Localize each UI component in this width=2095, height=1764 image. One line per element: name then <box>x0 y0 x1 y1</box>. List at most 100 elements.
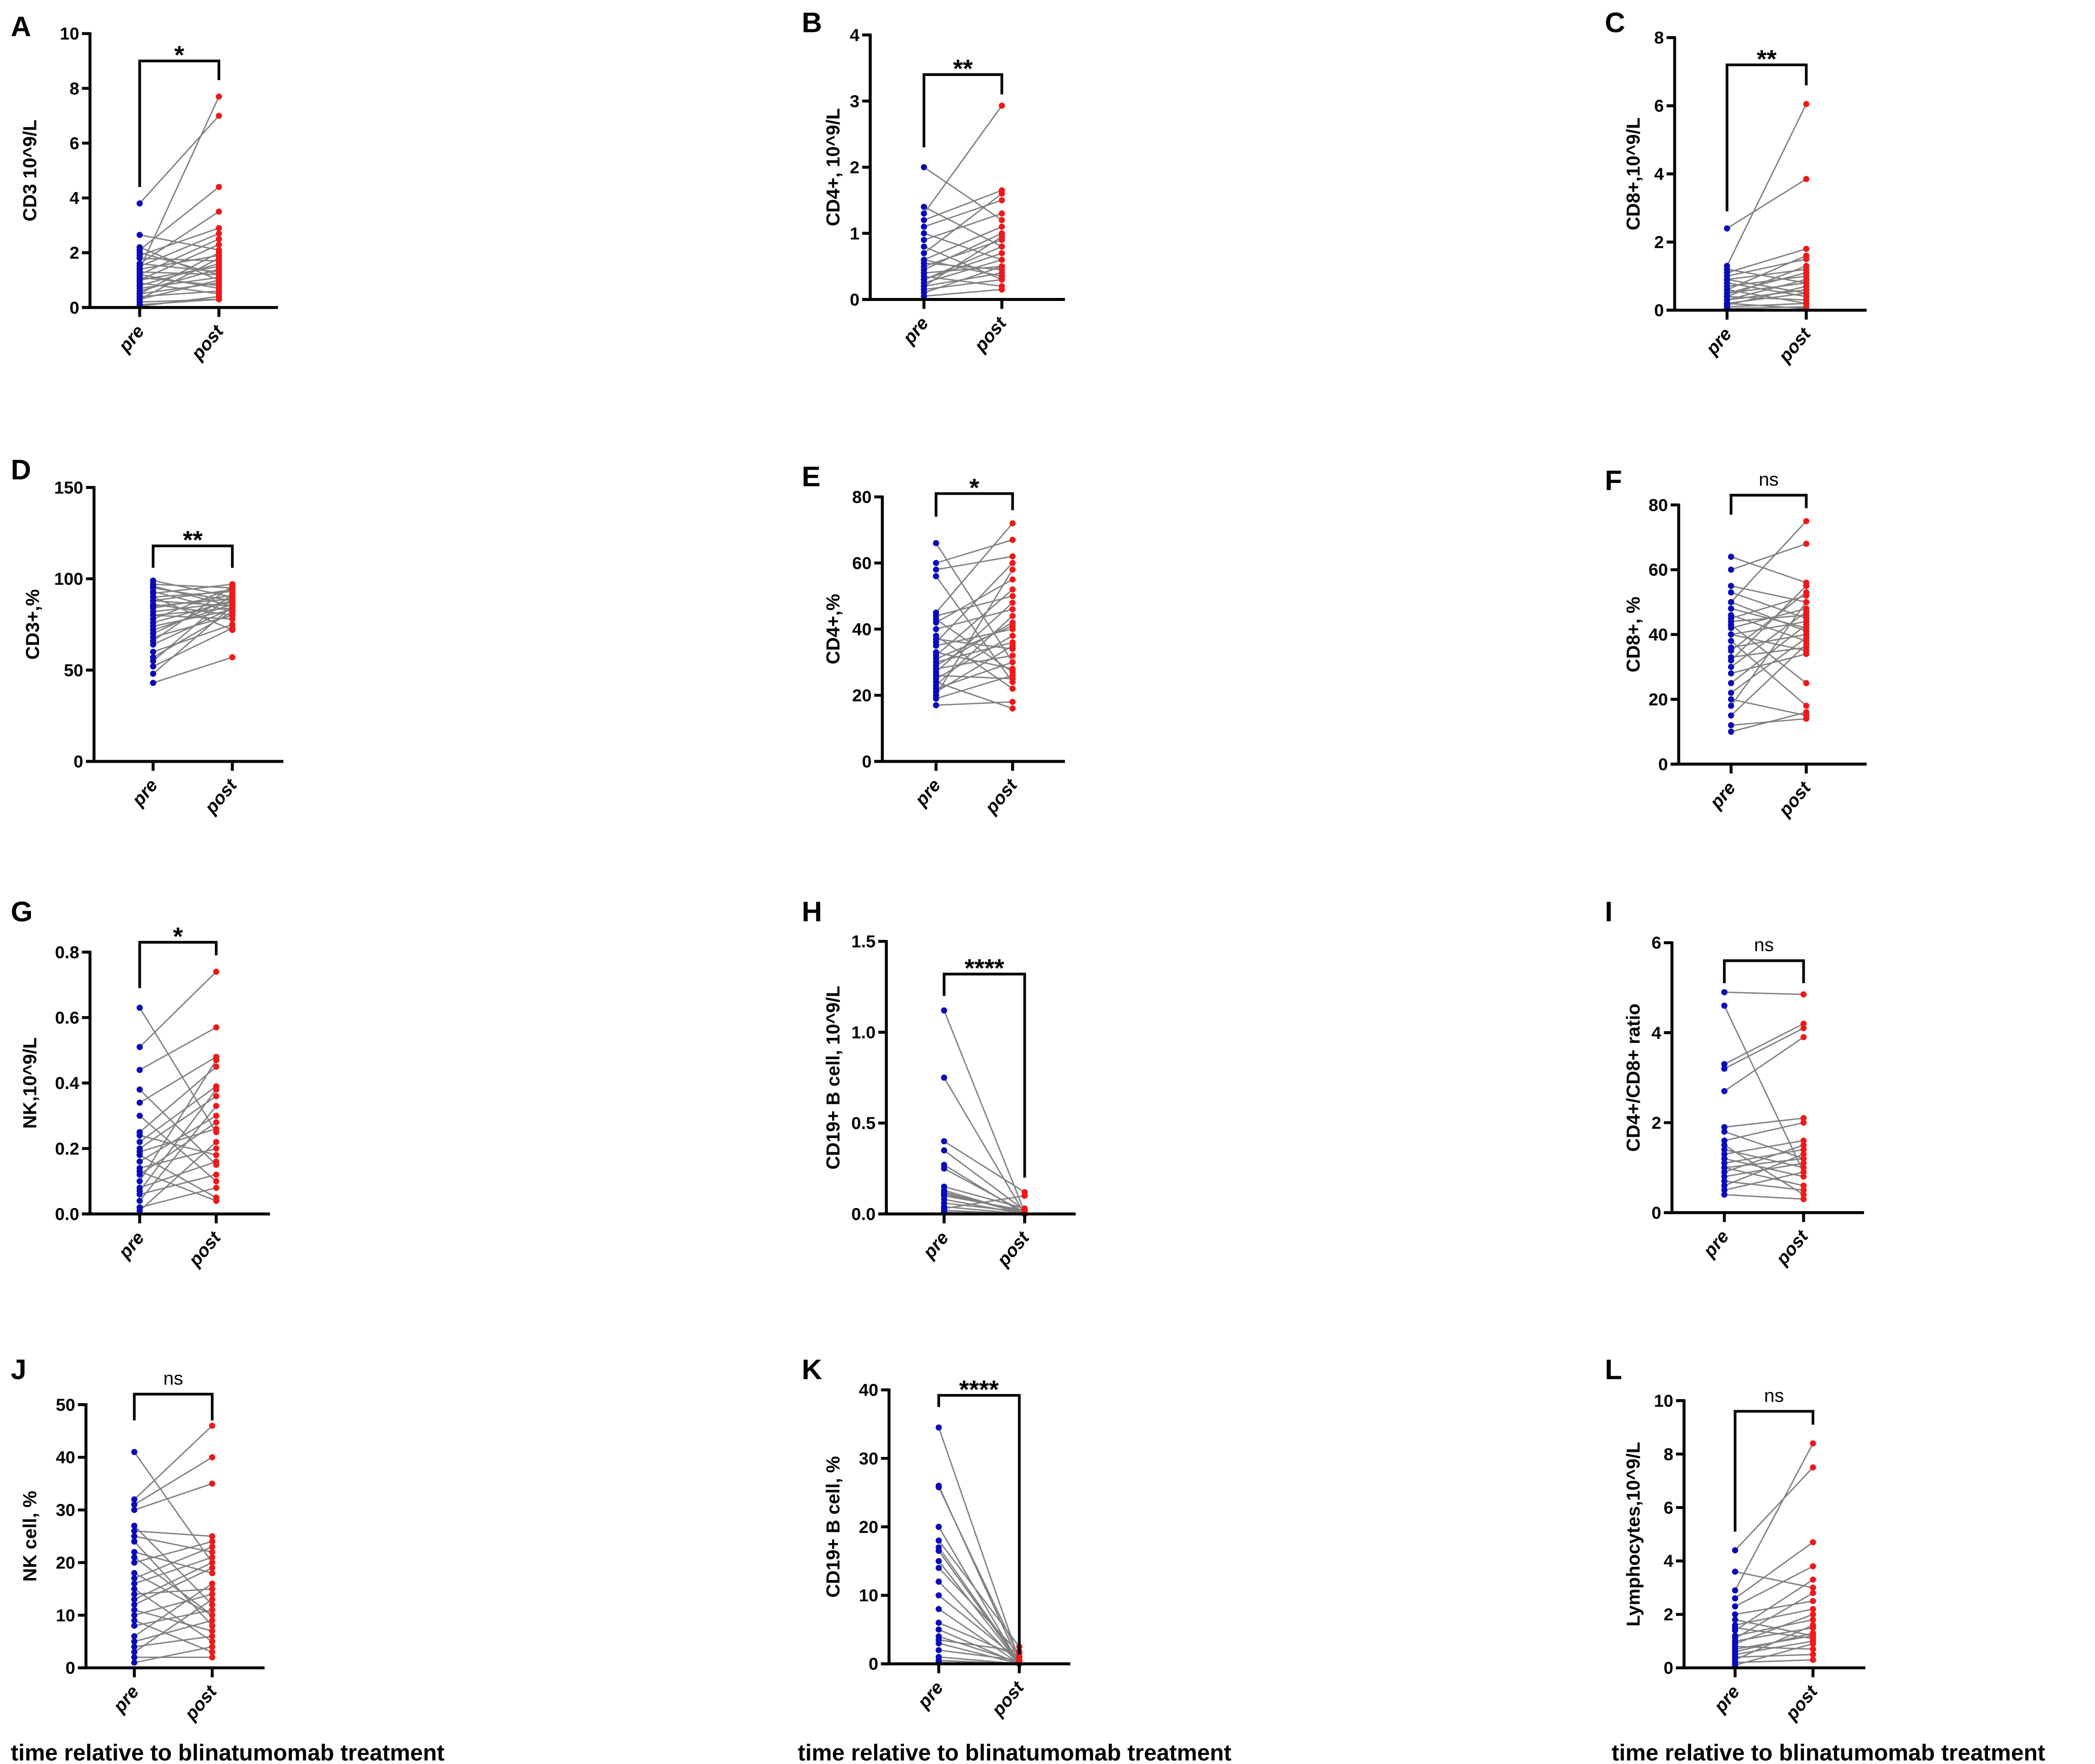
pair-line <box>134 1562 213 1600</box>
category-label-pre: pre <box>114 1228 148 1263</box>
pair-line <box>1730 644 1807 716</box>
post-point <box>213 1197 219 1204</box>
pair-line <box>1727 269 1807 284</box>
y-tick-label: 0 <box>850 290 859 310</box>
pair-line <box>139 1027 217 1071</box>
pair-line <box>139 257 219 300</box>
category-label-pre: pre <box>109 1681 143 1716</box>
panel-letter: J <box>11 1354 26 1385</box>
pair-line <box>1724 1005 1805 1173</box>
pair-line <box>1727 178 1807 229</box>
y-tick-label: 0 <box>1664 1659 1673 1678</box>
pre-point <box>1732 1611 1738 1618</box>
post-point <box>1803 621 1810 628</box>
pair-line <box>1735 1571 1813 1589</box>
y-axis-label: CD4+/CD8+ ratio <box>1623 1003 1644 1152</box>
category-label-pre: pre <box>128 775 162 810</box>
category-label-post: post <box>184 1227 226 1270</box>
post-point <box>209 1580 215 1587</box>
pair-line <box>134 1593 213 1616</box>
post-point <box>215 183 222 191</box>
significance-bracket <box>152 544 234 568</box>
pre-point <box>932 573 940 580</box>
pair-line <box>1735 1635 1813 1650</box>
pre-point <box>131 1533 138 1540</box>
pre-point <box>1728 605 1734 612</box>
pre-point <box>136 277 143 283</box>
post-point <box>1021 1192 1028 1199</box>
pair-line <box>134 1557 213 1616</box>
post-point <box>1009 613 1016 619</box>
post-point <box>1803 583 1810 589</box>
pre-point <box>136 1148 143 1155</box>
pre-point <box>131 1643 138 1650</box>
pair-line <box>153 583 233 589</box>
y-tick-label: 2 <box>1654 233 1664 252</box>
pre-point <box>131 1612 138 1619</box>
post-point <box>213 1093 219 1100</box>
pre-point <box>131 1617 138 1624</box>
pre-point <box>136 1139 143 1145</box>
post-point <box>1810 1646 1816 1653</box>
post-point <box>1803 518 1810 524</box>
post-point <box>209 1633 215 1640</box>
panel-letter: H <box>802 896 822 927</box>
post-point <box>998 102 1005 109</box>
post-point <box>209 1638 215 1645</box>
pre-point <box>932 559 940 567</box>
post-point <box>1803 176 1810 182</box>
pair-line <box>1724 1167 1804 1186</box>
post-point <box>209 1570 215 1577</box>
post-point <box>1009 622 1016 629</box>
pair-line <box>1735 1627 1813 1639</box>
post-point <box>1803 246 1810 252</box>
y-tick-label: 4 <box>850 26 859 45</box>
pre-point <box>150 663 157 670</box>
pre-point <box>921 223 927 230</box>
pre-point <box>131 1601 138 1608</box>
post-point <box>213 1112 219 1119</box>
post-point <box>1803 280 1810 286</box>
pre-point <box>932 566 940 573</box>
pre-point <box>936 1606 942 1612</box>
pair-line <box>923 266 1002 294</box>
y-tick-label: 6 <box>1654 97 1664 116</box>
pre-point <box>1721 1155 1728 1162</box>
pair-line <box>924 262 1002 271</box>
pair-line <box>1735 1613 1813 1645</box>
pair-line <box>1727 248 1807 274</box>
pair-line <box>139 211 219 265</box>
post-point <box>998 197 1005 204</box>
post-point <box>1800 1196 1807 1203</box>
y-tick-label: 3 <box>850 92 859 111</box>
pre-point <box>1724 293 1730 300</box>
panel-k: K CD19+ B cell, % 0 10 20 30 40 pre post **** <box>802 1354 1071 1720</box>
pre-point <box>136 1197 143 1204</box>
pre-point <box>921 250 927 256</box>
pre-point <box>921 276 927 283</box>
pair-line <box>936 635 1013 680</box>
pre-point <box>936 1592 942 1599</box>
significance-bracket <box>934 492 1014 517</box>
pre-point <box>921 217 927 223</box>
pair-line <box>1730 520 1807 603</box>
pre-point <box>921 164 927 171</box>
post-point <box>1800 991 1807 998</box>
significance-label: ** <box>1756 44 1777 73</box>
pre-point <box>131 1633 138 1640</box>
post-point <box>998 250 1005 256</box>
pair-line <box>1731 543 1807 571</box>
pair-line <box>944 1195 1025 1210</box>
pre-point <box>1728 631 1734 638</box>
post-point <box>1803 634 1810 641</box>
pair-line <box>1731 556 1807 584</box>
y-axis-label: NK cell, % <box>19 1491 41 1582</box>
post-point <box>213 1145 219 1152</box>
category-label-pre: pre <box>1702 324 1736 359</box>
post-point <box>998 256 1005 263</box>
panel-e: E CD4+,% 0 20 40 60 80 pre post * <box>802 461 1065 818</box>
pre-point <box>131 1570 138 1577</box>
y-tick-label: 50 <box>64 661 83 680</box>
pre-point <box>131 1502 138 1508</box>
pre-point <box>136 244 143 251</box>
